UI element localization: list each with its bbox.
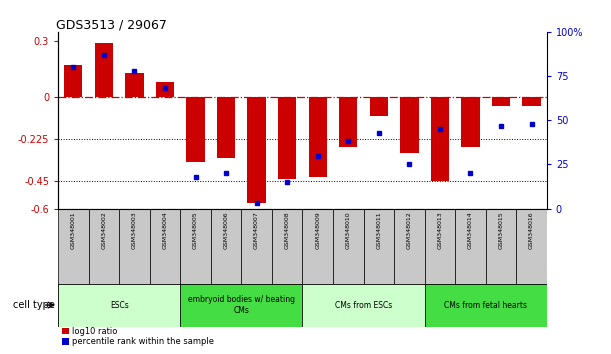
- Text: GSM348015: GSM348015: [499, 211, 503, 249]
- Bar: [150, 209, 180, 284]
- Bar: [217, 97, 235, 159]
- Bar: [180, 284, 302, 326]
- Text: GSM348013: GSM348013: [437, 211, 442, 249]
- Bar: [278, 97, 296, 179]
- Bar: [95, 43, 113, 97]
- Text: GSM348007: GSM348007: [254, 211, 259, 249]
- Bar: [455, 209, 486, 284]
- Bar: [241, 209, 272, 284]
- Text: GSM348008: GSM348008: [285, 211, 290, 249]
- Text: embryoid bodies w/ beating
CMs: embryoid bodies w/ beating CMs: [188, 295, 295, 315]
- Bar: [333, 209, 364, 284]
- Bar: [425, 284, 547, 326]
- Bar: [425, 209, 455, 284]
- Text: GSM348003: GSM348003: [132, 211, 137, 249]
- Bar: [394, 209, 425, 284]
- Bar: [302, 284, 425, 326]
- Text: GSM348005: GSM348005: [193, 211, 198, 249]
- Text: GSM348012: GSM348012: [407, 211, 412, 249]
- Text: GSM348011: GSM348011: [376, 211, 381, 249]
- Bar: [309, 97, 327, 177]
- Text: CMs from ESCs: CMs from ESCs: [335, 301, 392, 309]
- Text: GSM348009: GSM348009: [315, 211, 320, 249]
- Bar: [211, 209, 241, 284]
- Bar: [516, 209, 547, 284]
- Bar: [492, 97, 510, 106]
- Bar: [58, 284, 180, 326]
- Text: cell type: cell type: [13, 300, 55, 310]
- Text: GDS3513 / 29067: GDS3513 / 29067: [56, 19, 166, 32]
- Text: GSM348006: GSM348006: [224, 211, 229, 249]
- Bar: [486, 209, 516, 284]
- Legend: log10 ratio, percentile rank within the sample: log10 ratio, percentile rank within the …: [62, 327, 214, 346]
- Text: GSM348010: GSM348010: [346, 211, 351, 249]
- Text: GSM348014: GSM348014: [468, 211, 473, 249]
- Text: GSM348016: GSM348016: [529, 211, 534, 249]
- Text: GSM348004: GSM348004: [163, 211, 167, 249]
- Bar: [58, 209, 89, 284]
- Bar: [431, 97, 449, 181]
- Bar: [64, 65, 82, 97]
- Bar: [247, 97, 266, 203]
- Bar: [302, 209, 333, 284]
- Bar: [156, 82, 174, 97]
- Text: CMs from fetal hearts: CMs from fetal hearts: [444, 301, 527, 309]
- Bar: [522, 97, 541, 106]
- Bar: [89, 209, 119, 284]
- Bar: [370, 97, 388, 116]
- Text: GSM348001: GSM348001: [71, 211, 76, 249]
- Bar: [186, 97, 205, 162]
- Bar: [272, 209, 302, 284]
- Bar: [400, 97, 419, 153]
- Bar: [119, 209, 150, 284]
- Bar: [339, 97, 357, 147]
- Bar: [125, 73, 144, 97]
- Text: GSM348002: GSM348002: [101, 211, 106, 249]
- Bar: [364, 209, 394, 284]
- Bar: [180, 209, 211, 284]
- Text: ESCs: ESCs: [110, 301, 128, 309]
- Bar: [461, 97, 480, 147]
